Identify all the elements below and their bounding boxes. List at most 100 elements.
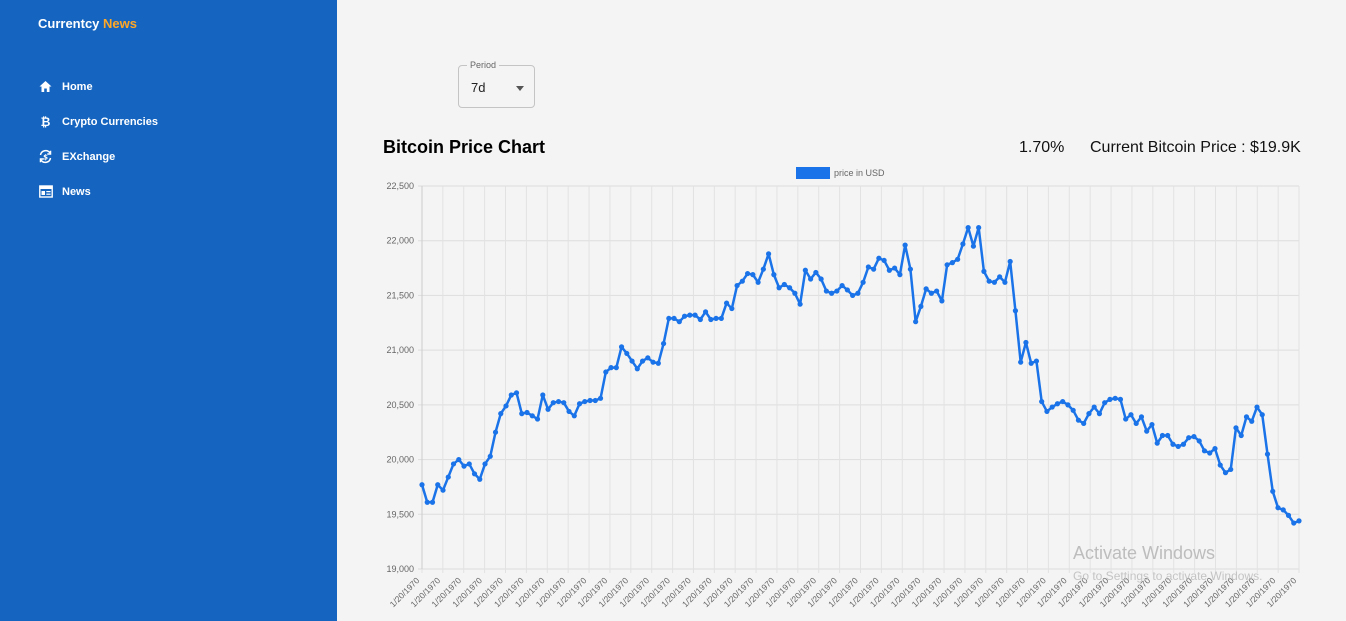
data-point <box>545 406 551 412</box>
data-point <box>723 300 730 306</box>
data-point <box>681 313 688 319</box>
data-point <box>1117 396 1124 402</box>
brand-logo[interactable]: Currentcy News <box>38 16 137 31</box>
chart-grid <box>418 185 1300 573</box>
data-point <box>865 264 871 270</box>
data-point <box>456 456 462 463</box>
data-point <box>666 315 672 322</box>
data-point <box>1259 412 1265 418</box>
data-point <box>1075 417 1082 423</box>
sidebar-item-crypto-currencies[interactable]: ₿ Crypto Currencies <box>38 104 158 139</box>
data-point <box>718 315 724 322</box>
sidebar-item-exchange[interactable]: $ EXchange <box>38 139 158 174</box>
data-point <box>991 279 998 285</box>
data-point <box>435 482 441 488</box>
data-point <box>487 453 493 459</box>
data-point <box>540 392 546 398</box>
data-point <box>634 366 640 372</box>
data-point <box>1081 420 1087 427</box>
data-point <box>818 276 824 282</box>
data-point <box>1044 408 1050 415</box>
data-point <box>1149 421 1155 428</box>
y-tick-label: 19,000 <box>386 564 414 574</box>
data-point <box>671 315 677 322</box>
data-point <box>881 257 887 264</box>
data-point <box>892 265 898 271</box>
data-point <box>1175 443 1181 450</box>
data-point <box>1186 435 1192 441</box>
sidebar-nav: Home ₿ Crypto Currencies $ EXchange <box>38 69 158 209</box>
data-point <box>744 270 751 277</box>
data-point <box>613 365 619 371</box>
data-point <box>755 279 761 285</box>
data-point <box>850 292 856 299</box>
data-point <box>1212 446 1218 452</box>
data-point <box>1196 438 1202 444</box>
sidebar-item-news[interactable]: News <box>38 174 158 209</box>
data-point <box>1060 398 1066 405</box>
data-point <box>1033 358 1040 364</box>
data-point <box>513 390 520 396</box>
data-point <box>1222 470 1229 476</box>
data-point <box>860 279 866 285</box>
data-point <box>419 482 425 488</box>
y-tick-label: 20,000 <box>386 455 414 465</box>
data-point <box>445 474 451 480</box>
data-point <box>639 358 646 364</box>
data-point <box>697 316 703 323</box>
page-title: Bitcoin Price Chart <box>383 137 546 157</box>
data-point <box>1096 411 1103 417</box>
data-point <box>739 278 745 284</box>
data-point <box>970 243 977 249</box>
sidebar-item-label: EXchange <box>62 150 116 163</box>
data-point <box>461 463 467 469</box>
price-chart[interactable]: 19,000 19,500 20,000 20,500 21,000 21,500 22,0… <box>337 0 1346 621</box>
data-point <box>1180 441 1187 447</box>
brand-accent: News <box>103 16 138 31</box>
data-point <box>844 287 850 293</box>
data-point <box>750 272 756 278</box>
data-point <box>477 476 483 482</box>
data-point <box>1144 428 1150 434</box>
data-point <box>603 369 609 375</box>
data-point <box>976 224 982 231</box>
data-point <box>1228 466 1234 473</box>
data-point <box>855 290 861 296</box>
data-point <box>1201 448 1208 454</box>
period-select-label: Period <box>467 59 500 71</box>
data-point <box>524 409 530 416</box>
data-point <box>808 276 814 282</box>
data-point <box>1207 450 1213 456</box>
data-point <box>1133 420 1139 427</box>
data-point <box>734 282 740 289</box>
data-point <box>797 301 803 307</box>
data-point <box>981 268 987 274</box>
data-point <box>960 241 966 247</box>
data-point <box>529 413 535 419</box>
data-point <box>949 260 956 266</box>
data-point <box>729 305 735 312</box>
sidebar-item-label: Crypto Currencies <box>62 115 158 128</box>
data-point <box>876 255 882 261</box>
data-point <box>955 256 961 262</box>
price-series <box>419 224 1302 526</box>
svg-text:₿: ₿ <box>41 115 51 128</box>
data-point <box>587 397 593 404</box>
data-point <box>466 461 472 467</box>
data-point <box>618 344 625 350</box>
data-point <box>1007 258 1013 265</box>
data-point <box>871 266 877 272</box>
y-tick-label: 21,500 <box>386 290 414 300</box>
chevron-down-icon <box>516 86 524 91</box>
data-point <box>1233 425 1239 431</box>
data-point <box>713 315 719 322</box>
sidebar-item-home[interactable]: Home <box>38 69 158 104</box>
data-point <box>787 285 793 291</box>
period-select[interactable]: Period 7d <box>458 59 535 108</box>
data-point <box>550 400 556 406</box>
y-tick-label: 20,500 <box>386 400 414 410</box>
data-point <box>660 340 667 347</box>
sidebar-item-label: Home <box>62 80 93 93</box>
data-point <box>1123 416 1129 422</box>
data-point <box>1112 395 1118 401</box>
